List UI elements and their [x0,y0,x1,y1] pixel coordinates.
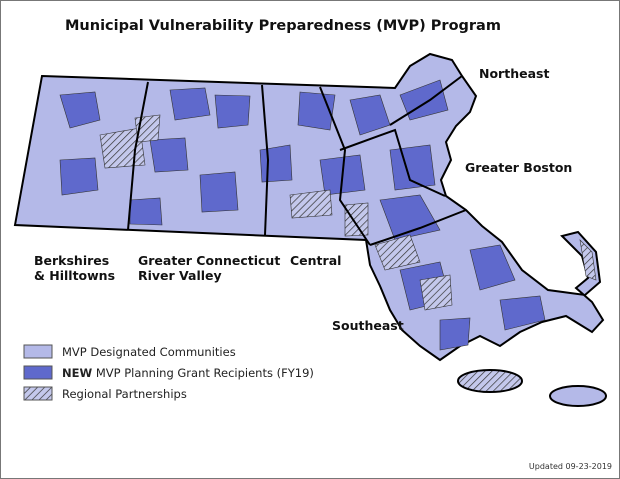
region-label: Greater Boston [465,160,572,175]
legend-swatch [23,365,53,380]
region-line: Greater Boston [465,160,572,175]
region-label: Greater Connecticut River Valley [138,253,280,283]
legend-label: Regional Partnerships [62,387,187,401]
region-label: Southeast [332,318,404,333]
region-line: Northeast [479,66,549,81]
region-line: Central [290,253,341,268]
region-labels: Northeast Greater Boston Berkshires & Hillt… [34,66,572,333]
region-line: & Hilltowns [34,268,115,283]
legend-swatch [23,386,53,401]
legend-text: MVP Planning Grant Recipients (FY19) [96,366,314,380]
region-line: Berkshires [34,253,109,268]
region-line: Greater Connecticut [138,253,280,268]
region-line: Southeast [332,318,404,333]
region-label: Northeast [479,66,549,81]
legend-label: NEW MVP Planning Grant Recipients (FY19) [62,366,314,380]
legend-label: MVP Designated Communities [62,345,236,359]
region-label: Berkshires & Hilltowns [34,253,115,283]
state [13,52,607,407]
region-label: Central [290,253,341,268]
map-title: Municipal Vulnerability Preparedness (MV… [65,18,501,34]
legend-prefix: NEW [62,366,92,380]
legend-swatch [23,344,53,359]
legend: MVP Designated Communities NEW MVP Plann… [23,344,314,401]
region-line: River Valley [138,268,222,283]
footer: Updated 09-23-2019 [529,462,612,471]
